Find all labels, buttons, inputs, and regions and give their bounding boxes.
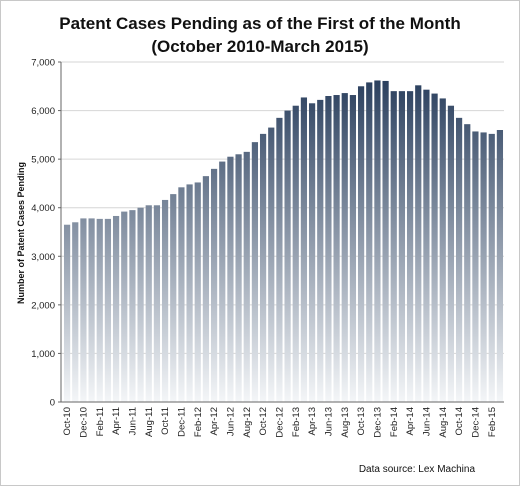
y-tick-label: 2,000 [31,300,55,311]
bar [113,216,119,402]
bar [195,182,201,402]
x-tick-label: Oct-10 [62,407,73,436]
bar [374,80,380,402]
x-tick-label: Apr-14 [405,407,416,436]
bar [464,124,470,402]
bar [227,157,233,402]
bar [472,131,478,402]
bar [366,82,372,402]
y-tick-label: 7,000 [31,58,55,69]
y-tick-label: 6,000 [31,106,55,117]
bar [407,91,413,402]
bar [431,94,437,402]
x-tick-label: Oct-12 [258,407,269,436]
bar [244,152,250,402]
x-tick-label: Dec-12 [274,407,285,438]
x-tick-label: Jun-12 [225,407,236,436]
bar [80,218,86,402]
data-source-note: Data source: Lex Machina [359,464,476,475]
bar [350,95,356,402]
x-tick-labels: Oct-10 Dec-10 Feb-11 Apr-11 Jun-11 Aug-11 Oct-… [62,407,498,438]
bar [333,95,339,402]
x-tick-label: Apr-12 [209,407,220,436]
bar [448,106,454,402]
bar [480,132,486,402]
bar [235,154,241,402]
bar [456,118,462,402]
bar [284,111,290,402]
chart-title-line1: Patent Cases Pending as of the First of … [59,14,460,33]
x-tick-label: Oct-14 [454,407,465,436]
bar [186,184,192,402]
x-tick-label: Oct-13 [356,407,367,436]
bar [342,93,348,402]
x-tick-label: Jun-13 [323,407,334,436]
x-tick-label: Dec-14 [470,407,481,438]
x-tick-label: Feb-13 [291,407,302,437]
x-tick-label: Dec-10 [78,407,89,438]
bar [399,91,405,402]
x-tick-label: Feb-12 [193,407,204,437]
x-tick-label: Jun-11 [127,407,138,435]
bar [178,187,184,402]
x-tick-label: Feb-14 [389,407,400,437]
bar [64,225,70,402]
x-tick-label: Jun-14 [421,407,432,436]
y-tick-label: 4,000 [31,203,55,214]
bar [301,97,307,402]
bar [162,200,168,402]
bar [497,130,503,402]
x-tick-label: Aug-11 [144,407,155,437]
bar [88,218,94,402]
bar [105,219,111,402]
bar [146,205,152,402]
x-tick-label: Dec-11 [176,407,187,437]
bar [203,176,209,402]
bar [154,205,160,402]
bar [260,134,266,402]
x-tick-label: Aug-12 [242,407,253,438]
bar [170,194,176,402]
bar [358,86,364,402]
bar [391,91,397,402]
x-tick-label: Feb-11 [95,407,106,436]
bar [293,106,299,402]
bar [317,100,323,402]
x-tick-label: Feb-15 [487,407,498,437]
bar [137,208,143,402]
bar [423,90,429,402]
bar [309,103,315,402]
bar [382,81,388,402]
x-tick-label: Aug-13 [340,407,351,438]
bar [252,142,258,402]
x-tick-label: Apr-13 [307,407,318,436]
x-tick-label: Dec-13 [372,407,383,438]
bar [211,169,217,402]
y-tick-label: 3,000 [31,252,55,263]
y-tick-label: 1,000 [31,349,55,360]
y-axis-label: Number of Patent Cases Pending [16,162,26,304]
bar [268,128,274,402]
x-tick-label: Aug-14 [438,407,449,438]
y-tick-labels: 0 1,000 2,000 3,000 4,000 5,000 6,000 7,000 [31,58,55,409]
x-tick-label: Oct-11 [160,407,171,435]
bar [415,85,421,402]
chart-title-line2: (October 2010-March 2015) [151,37,368,56]
y-tick-label: 0 [50,398,55,409]
bar [440,98,446,402]
bar [72,222,78,402]
bar [129,210,135,402]
y-tick-label: 5,000 [31,155,55,166]
bar [97,219,103,402]
x-tick-label: Apr-11 [111,407,122,435]
bar [121,212,127,402]
bar [489,134,495,402]
bar [325,96,331,402]
bar [276,118,282,402]
bar [219,162,225,402]
